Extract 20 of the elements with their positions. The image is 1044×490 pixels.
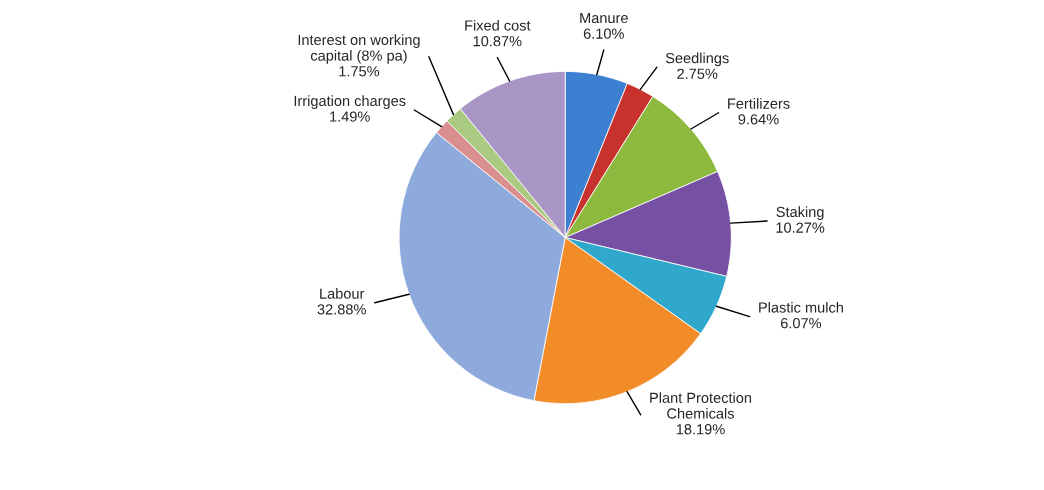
data-label: 10.27% <box>776 222 825 233</box>
slice-label: Manure <box>580 12 628 24</box>
data-label: 9.64% <box>738 114 779 125</box>
slice-label: Fertilizers <box>728 98 790 109</box>
slice-label: Plastic mulch <box>759 301 843 313</box>
slice-label: Interest on working capital (8% pa) <box>298 34 420 64</box>
slice-label: Staking <box>776 206 824 220</box>
data-label: 1.75% <box>339 66 380 77</box>
slice-label: Irrigation charges <box>294 95 406 109</box>
data-label: 2.75% <box>677 68 718 79</box>
slice-label: Labour <box>320 288 365 299</box>
data-label: 1.49% <box>330 111 370 122</box>
data-label: 6.10% <box>583 28 624 39</box>
data-label: 18.19% <box>676 424 725 435</box>
slice-label: Fixed cost <box>465 19 531 31</box>
slice-label: Plant Protection Chemicals <box>650 392 752 419</box>
data-label: 10.87% <box>473 36 522 47</box>
slice-label: Seedlings <box>665 52 729 67</box>
data-label: 32.88% <box>317 304 366 315</box>
data-label: 6.07% <box>780 318 822 329</box>
